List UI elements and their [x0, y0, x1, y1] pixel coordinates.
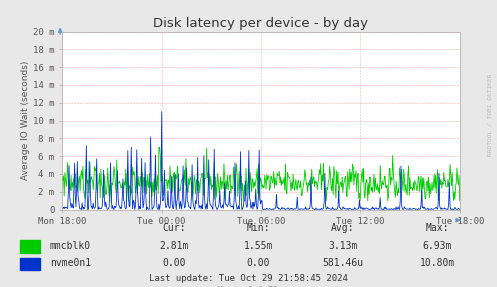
Text: 2.81m: 2.81m	[159, 241, 189, 251]
Bar	[20, 241, 40, 253]
Text: mmcblk0: mmcblk0	[50, 241, 91, 251]
Text: Cur:: Cur:	[162, 223, 186, 233]
Text: Max:: Max:	[425, 223, 449, 233]
Text: Avg:: Avg:	[331, 223, 355, 233]
Bar	[20, 258, 40, 270]
Y-axis label: Average IO Wait (seconds): Average IO Wait (seconds)	[21, 61, 30, 180]
Text: nvme0n1: nvme0n1	[50, 258, 91, 268]
Text: 1.55m: 1.55m	[244, 241, 273, 251]
Text: Last update: Tue Oct 29 21:58:45 2024: Last update: Tue Oct 29 21:58:45 2024	[149, 274, 348, 283]
Text: RRDTOOL / TOBI OETIKER: RRDTOOL / TOBI OETIKER	[487, 73, 492, 156]
Text: 0.00: 0.00	[162, 258, 186, 268]
Text: Min:: Min:	[247, 223, 270, 233]
Text: 6.93m: 6.93m	[422, 241, 452, 251]
Text: 581.46u: 581.46u	[323, 258, 363, 268]
Text: 3.13m: 3.13m	[328, 241, 358, 251]
Title: Disk latency per device - by day: Disk latency per device - by day	[154, 18, 368, 30]
Text: 10.80m: 10.80m	[420, 258, 455, 268]
Text: Munin 2.0.73: Munin 2.0.73	[219, 286, 278, 287]
Text: 0.00: 0.00	[247, 258, 270, 268]
